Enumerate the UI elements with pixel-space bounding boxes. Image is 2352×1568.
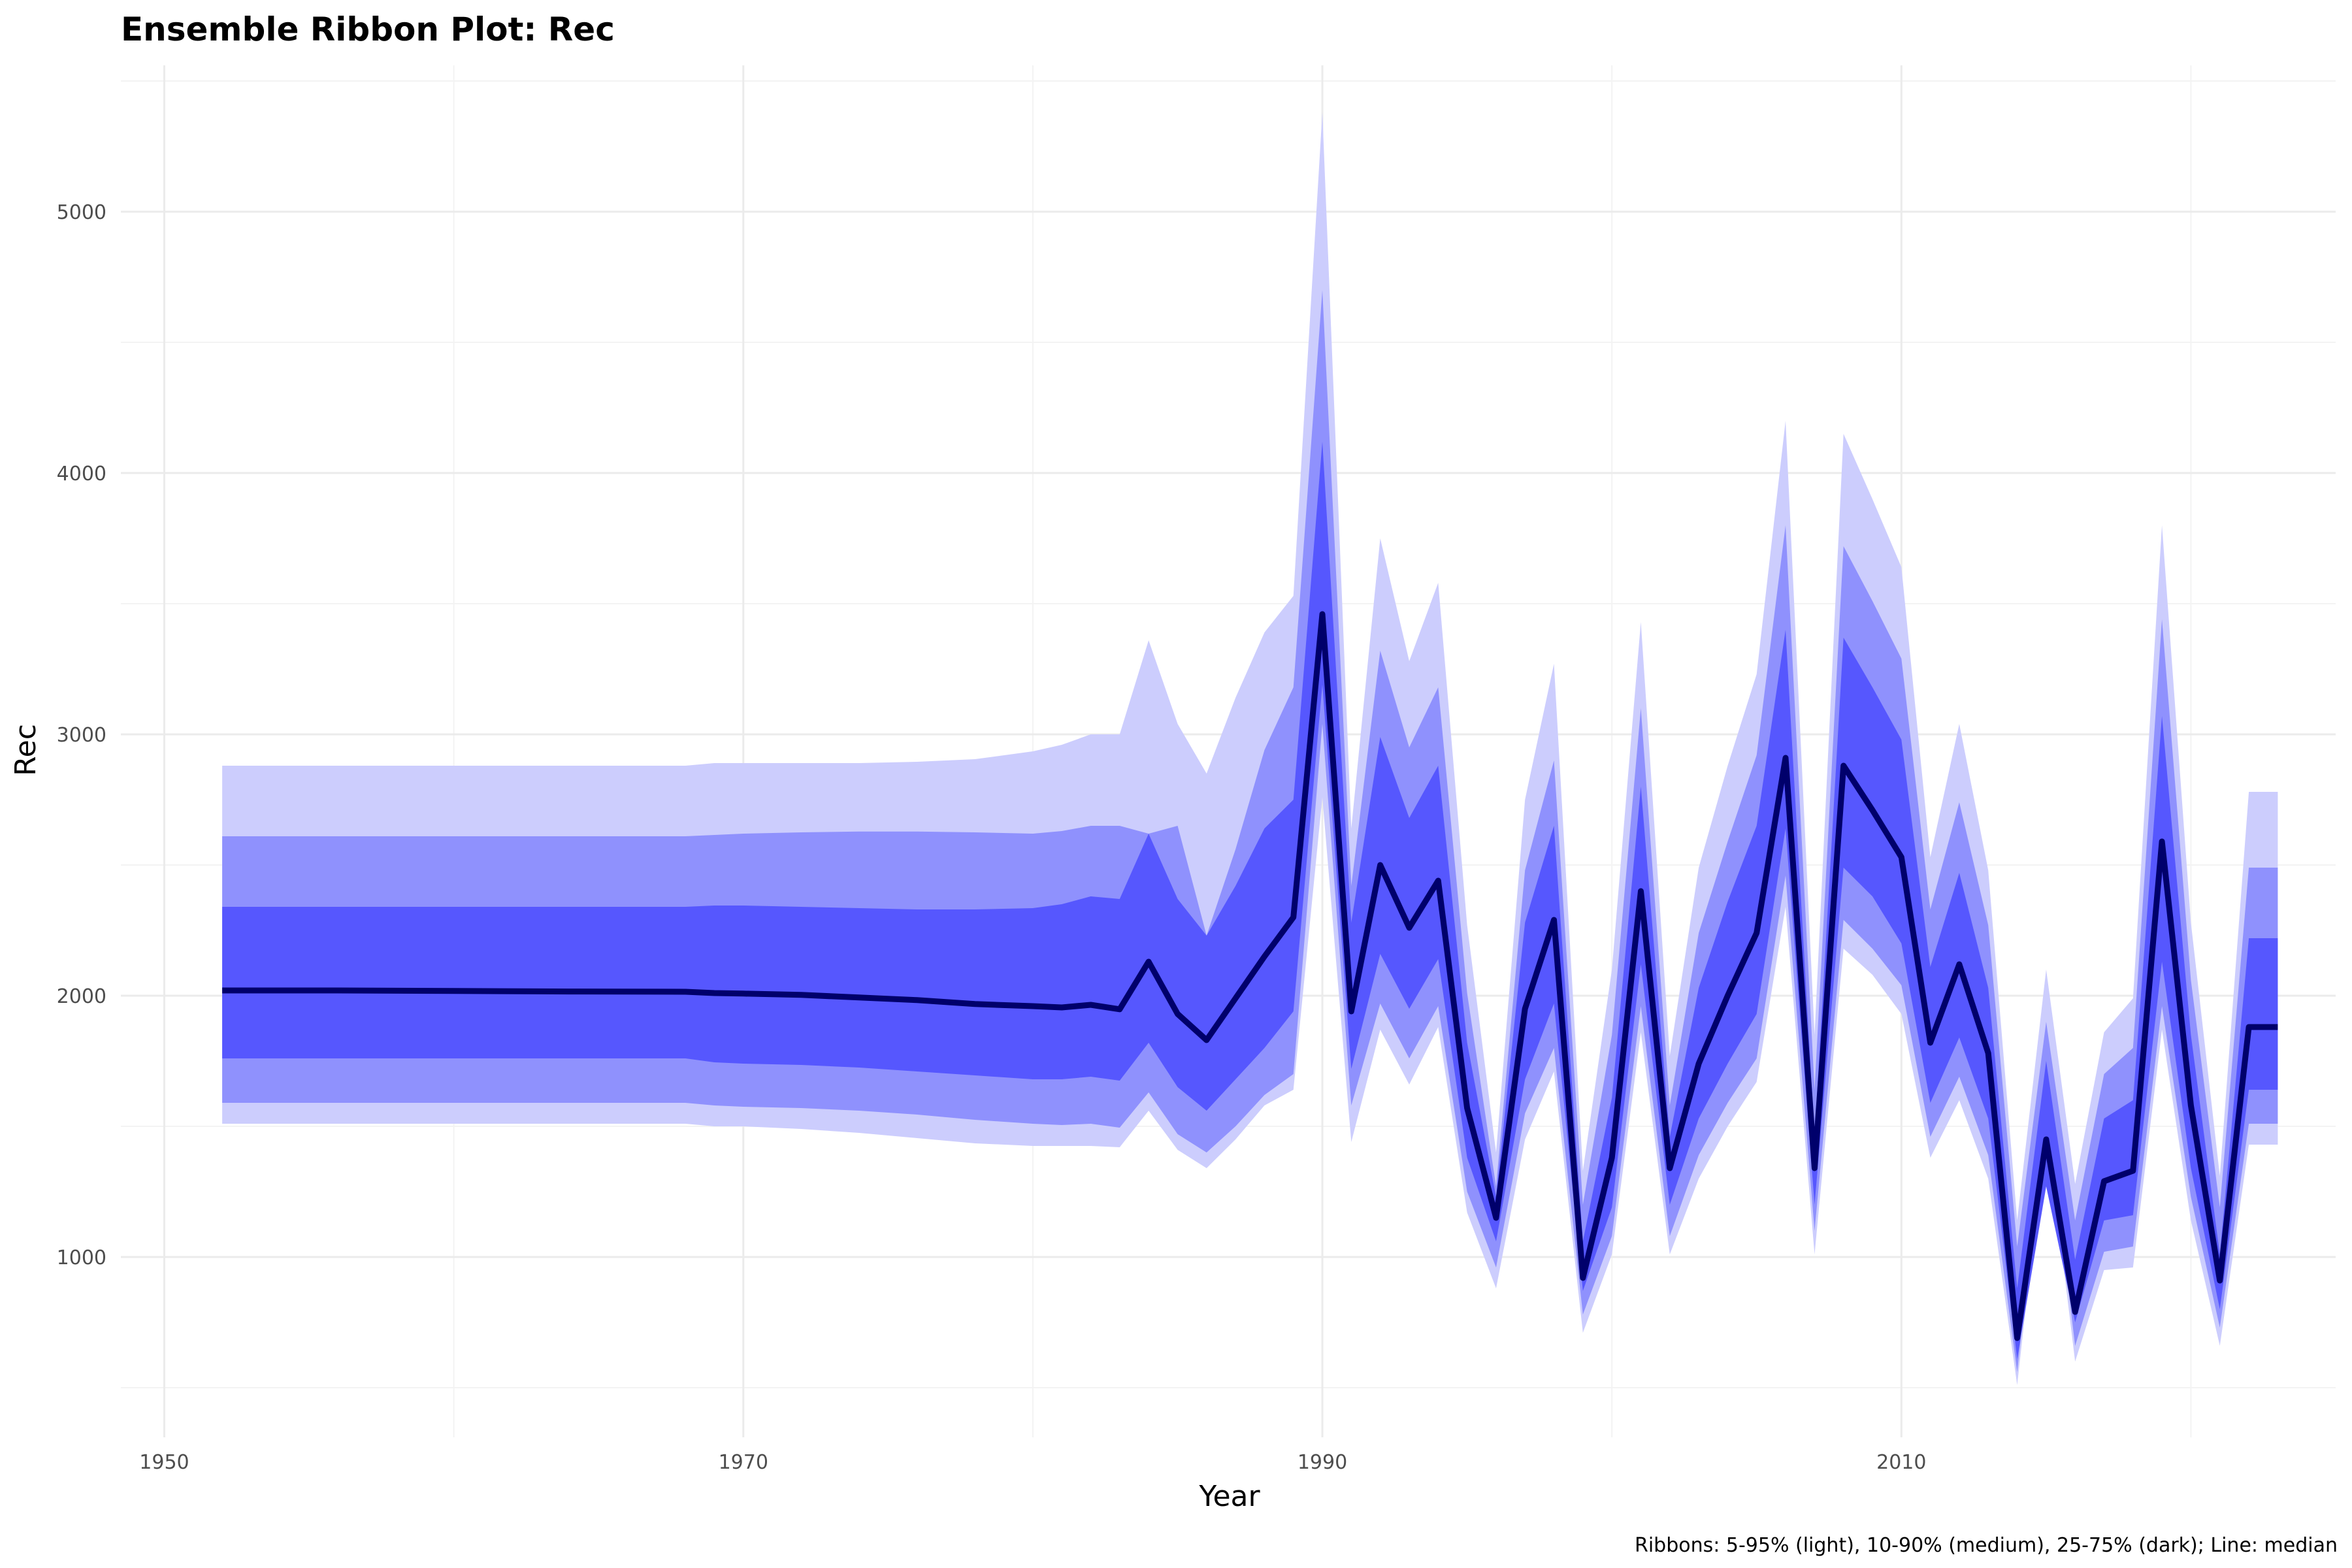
x-tick-label: 1990 xyxy=(1298,1451,1347,1474)
ribbon-5-95 xyxy=(222,112,2278,1385)
ribbon-10-90 xyxy=(222,290,2278,1372)
y-tick-label: 3000 xyxy=(57,724,106,747)
y-tick-label: 4000 xyxy=(57,463,106,485)
ribbon-25-75 xyxy=(222,442,2278,1359)
median-line xyxy=(222,611,2278,1341)
chart-caption: Ribbons: 5-95% (light), 10-90% (medium),… xyxy=(1635,1534,2338,1557)
x-tick-label: 1950 xyxy=(139,1451,189,1474)
y-tick-label: 1000 xyxy=(57,1247,106,1269)
x-tick-label: 2010 xyxy=(1876,1451,1926,1474)
x-axis-title: Year xyxy=(1198,1480,1260,1513)
y-axis-title: Rec xyxy=(9,724,42,776)
median-layer xyxy=(222,611,2278,1341)
chart-title: Ensemble Ribbon Plot: Rec xyxy=(121,10,615,48)
y-tick-label: 5000 xyxy=(57,201,106,224)
axis-ticks: 1950 1970 1990 2010 1000 2000 3000 4000 5000 xyxy=(57,201,1927,1474)
y-tick-label: 2000 xyxy=(57,985,106,1008)
x-tick-label: 1970 xyxy=(719,1451,768,1474)
ribbons xyxy=(222,112,2278,1385)
